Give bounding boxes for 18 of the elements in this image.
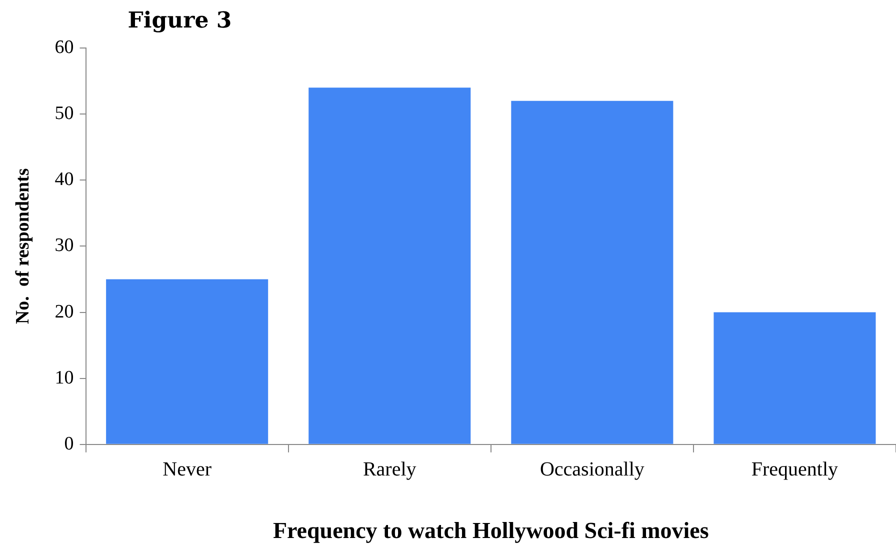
bar bbox=[308, 88, 471, 444]
x-tick-label: Occasionally bbox=[540, 458, 644, 481]
y-axis-title: No. of respondents bbox=[12, 168, 34, 324]
y-tick-label: 30 bbox=[54, 235, 74, 256]
y-tick-label: 0 bbox=[64, 433, 74, 454]
y-tick-label: 40 bbox=[54, 169, 74, 190]
y-tick-label: 60 bbox=[54, 36, 74, 58]
bar bbox=[714, 312, 876, 444]
bar bbox=[106, 279, 268, 444]
x-tick-label: Rarely bbox=[362, 458, 416, 481]
y-tick-label: 10 bbox=[54, 367, 74, 388]
x-tick-label: Never bbox=[162, 458, 212, 481]
x-tick-label: Frequently bbox=[751, 458, 838, 481]
y-tick-label: 20 bbox=[54, 301, 74, 322]
chart-title: Figure 3 bbox=[128, 8, 232, 34]
x-axis-title: Frequency to watch Hollywood Sci-fi movies bbox=[272, 518, 709, 544]
y-tick-label: 50 bbox=[54, 103, 74, 124]
bar bbox=[511, 100, 674, 444]
